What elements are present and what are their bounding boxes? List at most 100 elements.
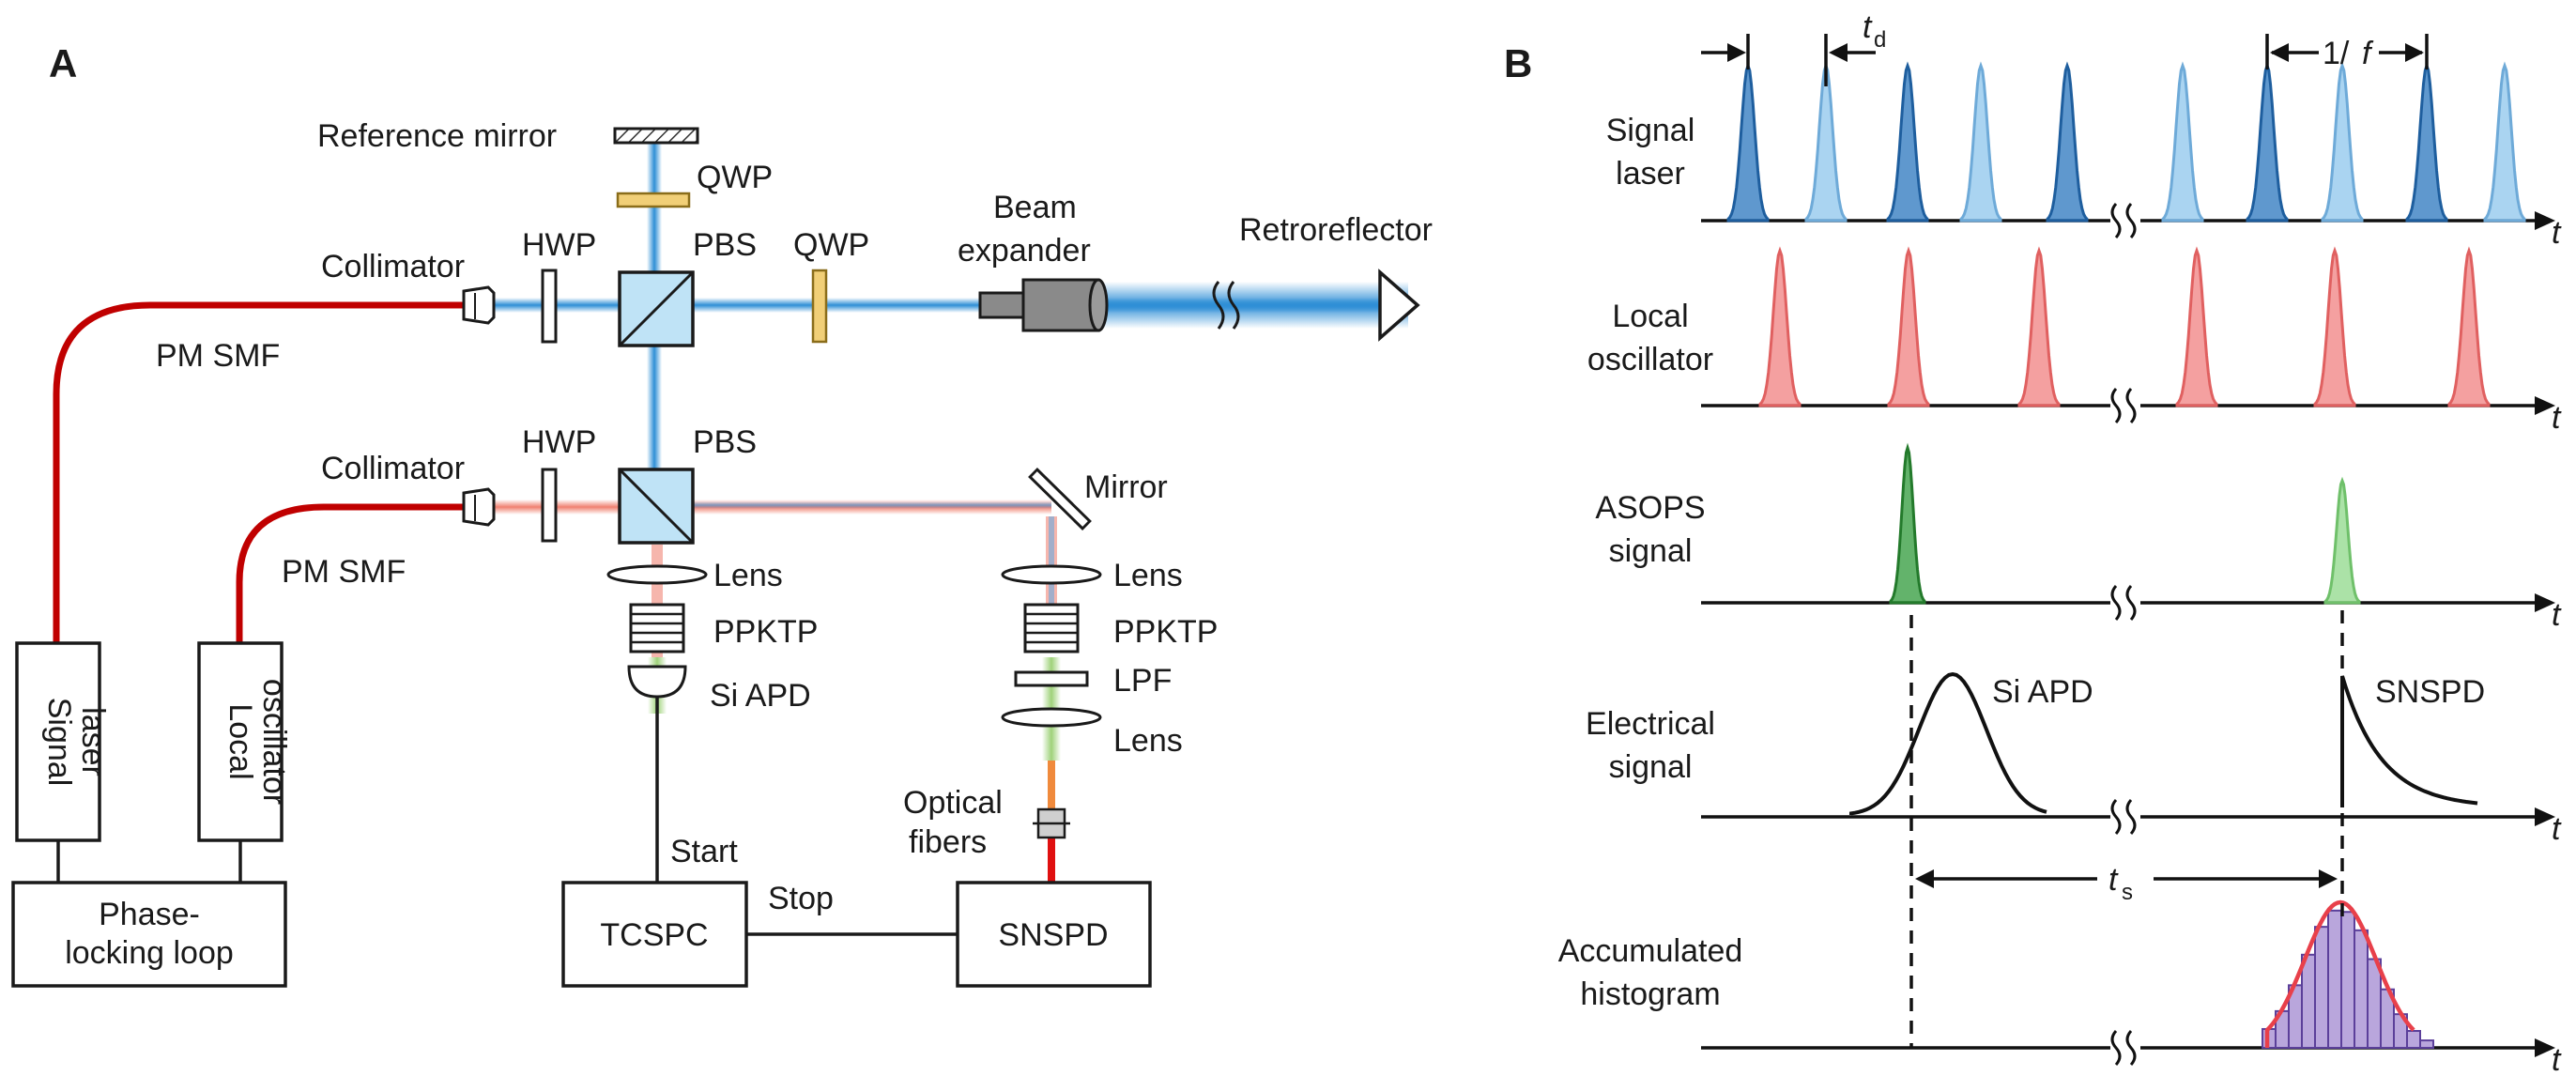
mirror-label: Mirror (1084, 469, 1168, 505)
pbs-bottom-diagonal (618, 468, 695, 545)
axis-arrow-3 (2535, 807, 2555, 826)
axis-arrow-0 (2535, 211, 2555, 230)
lpf (1014, 670, 1089, 687)
retroreflector-label: Retroreflector (1239, 212, 1433, 248)
pm-smf-top-label: PM SMF (156, 338, 280, 374)
beam-expander-label-2: expander (958, 233, 1091, 269)
histogram-bar-11 (2406, 1029, 2421, 1050)
axis-break-3 (2110, 799, 2137, 835)
period-label: 1/ (2323, 36, 2350, 71)
lo-pulse-0 (1758, 246, 1802, 407)
lo-pulse-3 (2175, 246, 2218, 407)
td-label-sub: d (1874, 27, 1886, 53)
plloop-label-1: Phase- (99, 897, 200, 932)
ts-label-sub: s (2122, 880, 2133, 905)
collimator-top-label: Collimator (321, 249, 465, 284)
row-label-4-line2: histogram (1580, 976, 1720, 1012)
qwp-top (616, 192, 691, 208)
lo-pulse-2 (2017, 246, 2061, 407)
signal-pulse-2 (1886, 61, 1929, 223)
signal-pulse-0 (1726, 61, 1770, 223)
start-label: Start (670, 834, 738, 869)
electrical-si-apd-curve (1849, 671, 2047, 816)
signal-pulse-9 (2483, 61, 2526, 223)
row-label-2-line2: signal (1609, 533, 1693, 569)
qwp-right-label: QWP (793, 227, 869, 263)
axis-arrow-1 (2535, 396, 2555, 415)
histogram-bar-8 (2367, 958, 2382, 1049)
electrical-snspd-curve (2340, 675, 2478, 807)
period-arrow-left-head (2270, 43, 2289, 62)
lens-right-1-label: Lens (1113, 558, 1183, 593)
histogram-bar-5 (2327, 909, 2342, 1050)
collimator-top (462, 285, 496, 325)
t-axis-label-4: t (2552, 1042, 2562, 1076)
row-label-4-line1: Accumulated (1558, 933, 1743, 969)
histogram-bar-12 (2419, 1039, 2434, 1050)
lpf-label: LPF (1113, 663, 1172, 699)
ts-arrow-head-right (2319, 869, 2338, 888)
signal-pulse-1 (1804, 61, 1848, 223)
t-axis-label-1: t (2552, 400, 2562, 436)
row-label-1-line1: Local (1612, 299, 1688, 334)
lens-left (606, 564, 708, 585)
signal-pulse-5 (2161, 61, 2204, 223)
period-arrow-right-head (2405, 43, 2424, 62)
local-oscillator-label-1: Local (222, 703, 258, 779)
signal-laser-label-1: Signal (41, 698, 77, 787)
pbs-top-diagonal (618, 270, 695, 347)
lens-right-2 (1001, 707, 1102, 728)
lens-right-1 (1001, 564, 1102, 585)
signal-pulse-3 (1959, 61, 2002, 223)
ts-label-bg (2097, 856, 2154, 901)
collimator-bottom (462, 487, 496, 527)
signal-laser-box (15, 641, 101, 842)
axis-arrow-4 (2535, 1038, 2555, 1057)
signal-laser-label-2: laser (75, 707, 111, 776)
timing-diagram: t t t t t Signal laser Local oscillator ASOPS sign… (1558, 9, 2562, 1076)
snspd-label: SNSPD (998, 917, 1108, 953)
asops-pulse-1 (2323, 476, 2361, 605)
histogram-bar-3 (2301, 953, 2316, 1050)
ppktp-right-label: PPKTP (1113, 614, 1218, 650)
histogram-fit-curve (2264, 899, 2415, 1048)
signal-pulse-4 (2046, 61, 2089, 223)
row-label-3-line1: Electrical (1586, 706, 1715, 742)
ppktp-right (1023, 603, 1080, 653)
tcspc-label: TCSPC (600, 917, 708, 953)
ppktp-left-label: PPKTP (713, 614, 818, 650)
pbs-top-label: PBS (693, 227, 757, 263)
beam-break-symbol (1212, 281, 1240, 330)
hwp-top (541, 269, 558, 344)
signal-pulse-6 (2246, 61, 2289, 223)
histogram-bar-6 (2340, 911, 2355, 1050)
beam-horizontal-lower-blue (657, 501, 1051, 509)
hwp-bottom (541, 468, 558, 543)
plloop-label-2: locking loop (65, 935, 234, 971)
qwp-right (811, 269, 828, 344)
beam-expanded (1098, 282, 1408, 329)
ts-label: t (2108, 862, 2119, 898)
lo-pulse-5 (2447, 246, 2491, 407)
row-label-0-line1: Signal (1606, 113, 1695, 148)
panel-label-b: B (1504, 41, 1532, 85)
stop-label: Stop (768, 881, 834, 916)
pm-smf-bottom-label: PM SMF (282, 554, 406, 590)
mirror-face (1032, 471, 1088, 527)
optical-fibers-label-2: fibers (909, 824, 987, 860)
row-label-2-line1: ASOPS (1595, 490, 1705, 526)
signal-pulse-7 (2321, 61, 2364, 223)
pm-smf-fiber-top (53, 301, 469, 643)
reference-mirror (613, 127, 699, 145)
axis-arrow-2 (2535, 593, 2555, 612)
row-label-0-line2: laser (1616, 156, 1685, 192)
t-axis-label-3: t (2552, 811, 2562, 847)
td-arrow-left-head (1727, 43, 1746, 62)
local-oscillator-box (197, 641, 284, 842)
row-label-3-line2: signal (1609, 749, 1693, 785)
asops-pulse-0 (1889, 442, 1926, 605)
qwp-top-label: QWP (697, 160, 773, 195)
ppktp-left (629, 603, 685, 653)
local-oscillator-label-2: oscillator (256, 679, 292, 805)
